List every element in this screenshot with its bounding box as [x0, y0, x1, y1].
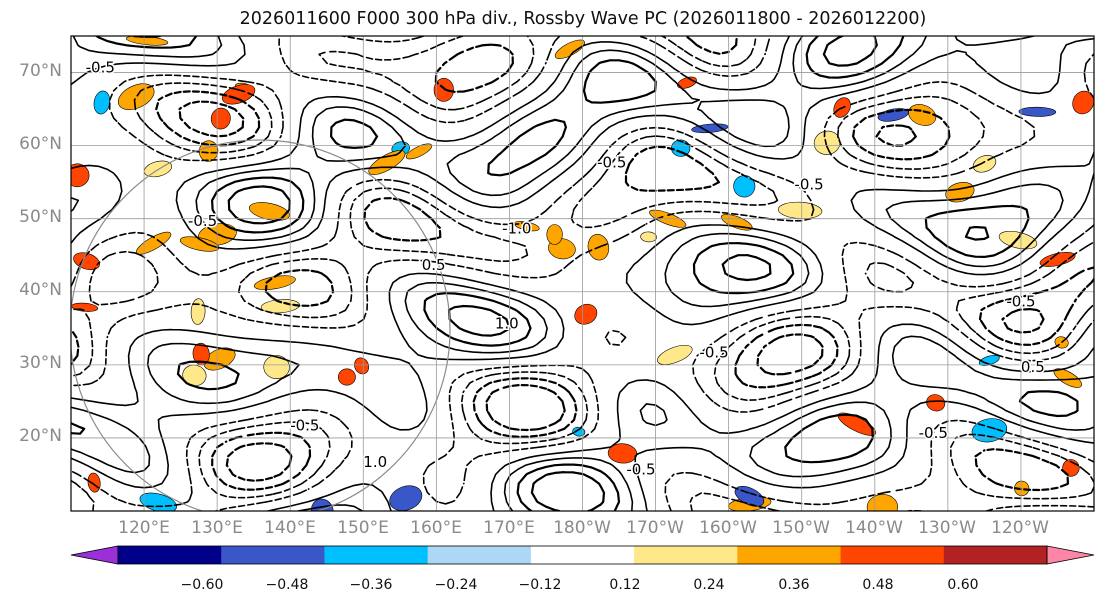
- colorbar-extend-max: [1046, 545, 1095, 565]
- colorbar-frame: [117, 545, 1048, 565]
- divergence-patch: [248, 202, 290, 221]
- contour-label: -0.5: [86, 59, 115, 77]
- divergence-patch: [572, 426, 586, 437]
- contour-negative: [178, 100, 1045, 482]
- lon-label: 130°E: [191, 518, 243, 538]
- contour-positive: [132, 36, 990, 511]
- lat-label: 70°N: [19, 61, 62, 81]
- divergence-patch: [546, 224, 563, 245]
- divergence-patch: [337, 368, 356, 386]
- divergence-patch: [733, 175, 756, 198]
- divergence-patch: [433, 78, 454, 102]
- contour-label: -0.5: [626, 460, 655, 478]
- lat-label: 60°N: [19, 134, 62, 154]
- colorbar-segment: [634, 546, 738, 564]
- divergence-patch: [210, 107, 231, 130]
- colorbar-tick: −0.36: [349, 577, 393, 593]
- contour-label: -0.5: [597, 154, 626, 172]
- contour-label: 0.5: [422, 256, 446, 274]
- contour-label: 1.0: [363, 453, 387, 471]
- lon-label: 160°E: [410, 518, 462, 538]
- colorbar-segment: [840, 546, 945, 564]
- colorbar-segment: [530, 546, 635, 564]
- colorbar-tick: 0.12: [609, 577, 641, 593]
- lon-label: 130°W: [918, 518, 976, 538]
- colorbar-segment: [427, 546, 532, 564]
- contour-negative: [71, 36, 1094, 511]
- divergence-patch: [1018, 106, 1057, 117]
- contour-negative: [71, 36, 1094, 511]
- lon-label: 120°E: [118, 518, 170, 538]
- divergence-patch: [389, 485, 423, 511]
- colorbar-segment: [118, 546, 222, 564]
- lon-label: 180°W: [553, 518, 611, 538]
- divergence-patch: [877, 108, 909, 122]
- contour-label: -0.5: [919, 424, 948, 442]
- divergence-patch: [1072, 90, 1094, 115]
- colorbar-tick: 0.60: [947, 577, 979, 593]
- lon-label: 150°W: [772, 518, 830, 538]
- contour-label: -0.5: [188, 212, 217, 230]
- contour-label: -1.0: [502, 219, 531, 237]
- divergence-patch: [640, 231, 657, 243]
- colorbar-segment: [943, 546, 1048, 564]
- lat-lon-grid: [71, 36, 1094, 511]
- colorbar: [70, 545, 1095, 565]
- contour-label: 1.0: [495, 314, 519, 332]
- divergence-patch: [117, 83, 155, 110]
- lat-label: 20°N: [19, 426, 62, 446]
- divergence-patch: [221, 84, 256, 105]
- lat-label: 30°N: [19, 353, 62, 373]
- colorbar-segment: [221, 546, 325, 564]
- contour-label: -0.5: [794, 175, 823, 193]
- lon-label: 170°W: [626, 518, 684, 538]
- colorbar-tick: −0.48: [265, 577, 309, 593]
- divergence-patch: [554, 39, 585, 59]
- contour-positive: [71, 36, 1079, 511]
- map-frame: [70, 35, 1095, 512]
- colorbar-tick: −0.60: [180, 577, 224, 593]
- colorbar-tick: −0.12: [518, 577, 562, 593]
- lon-label: 140°W: [845, 518, 903, 538]
- colorbar-tick: 0.36: [778, 577, 810, 593]
- lon-label: 140°E: [264, 518, 316, 538]
- lon-label: 150°E: [337, 518, 389, 538]
- contour-negative: [71, 36, 1094, 492]
- lon-label: 170°E: [483, 518, 535, 538]
- lat-label: 40°N: [19, 280, 62, 300]
- colorbar-segment: [737, 546, 841, 564]
- divergence-patch: [354, 357, 370, 375]
- divergence-patch: [657, 344, 693, 365]
- guide-circle: [71, 139, 451, 511]
- map-title: 2026011600 F000 300 hPa div., Rossby Wav…: [239, 9, 927, 29]
- contour-label: 0.5: [1021, 358, 1045, 376]
- divergence-patch: [263, 355, 290, 380]
- lat-label: 50°N: [19, 207, 62, 227]
- colorbar-tick: 0.48: [862, 577, 894, 593]
- divergence-patch: [368, 150, 406, 175]
- colorbar-segment: [324, 546, 429, 564]
- lon-label: 120°W: [991, 518, 1049, 538]
- contour-labels: -0.5 -0.5 0.5 -0.5 -0.5 -1.0 1.0 -0.5 1.0 -0.5 -0.…: [84, 57, 1046, 480]
- lon-label: 160°W: [699, 518, 757, 538]
- divergence-patch: [926, 394, 946, 412]
- divergence-patch: [998, 230, 1038, 250]
- colorbar-tick: −0.24: [434, 577, 478, 593]
- colorbar-extend-min: [70, 545, 119, 565]
- divergence-patch: [73, 252, 100, 271]
- contour-label: -0.5: [699, 344, 728, 362]
- contour-label: -0.5: [1006, 292, 1035, 310]
- colorbar-tick: 0.24: [693, 577, 725, 593]
- contour-label: -0.5: [290, 417, 319, 435]
- divergence-patch: [574, 303, 598, 325]
